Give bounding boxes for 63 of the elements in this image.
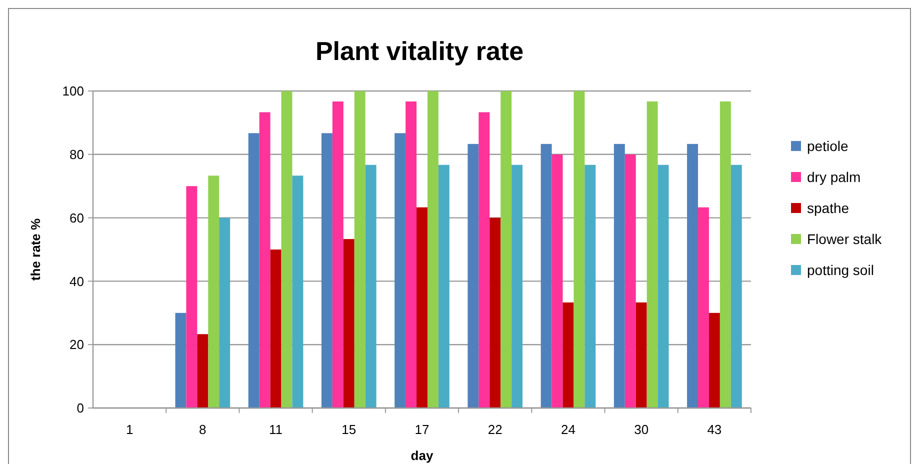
legend-label: potting soil	[807, 262, 874, 278]
bar	[687, 144, 698, 408]
y-tick-label: 0	[76, 400, 84, 416]
legend-label: spathe	[807, 200, 850, 216]
bar	[406, 101, 417, 408]
bar	[698, 207, 709, 408]
x-tick-label: 17	[414, 422, 430, 437]
legend-label: dry palm	[807, 168, 861, 185]
y-tick-label: 60	[70, 210, 84, 226]
bar	[208, 176, 220, 408]
bar	[540, 144, 552, 408]
bar	[720, 101, 731, 408]
bar	[270, 250, 282, 408]
bar	[175, 312, 186, 408]
x-tick-label: 30	[634, 422, 649, 437]
x-tick-label: 1	[126, 422, 134, 437]
bar	[574, 91, 585, 408]
bar	[490, 218, 501, 408]
bar	[281, 91, 292, 408]
bar	[394, 133, 406, 408]
y-tick-label: 80	[70, 146, 84, 162]
bar	[416, 207, 428, 408]
bar	[730, 164, 742, 408]
x-axis-title: day	[410, 448, 434, 463]
x-tick-label: 22	[488, 422, 502, 437]
y-tick-label: 100	[62, 84, 84, 99]
bar	[562, 302, 574, 408]
y-axis-title: the rate %	[28, 218, 43, 281]
x-tick-label: 24	[560, 422, 576, 437]
legend-label: petiole	[807, 138, 848, 154]
bar	[427, 91, 438, 408]
bar	[248, 133, 260, 408]
bar	[658, 164, 669, 408]
bar	[332, 101, 344, 408]
bar	[512, 164, 523, 408]
bar	[468, 144, 479, 408]
bar	[552, 154, 563, 408]
x-tick-label: 11	[269, 422, 283, 437]
y-tick-label: 40	[70, 274, 84, 289]
legend-label: Flower stalk	[807, 230, 883, 247]
bar	[197, 334, 208, 408]
bar	[259, 112, 270, 408]
y-tick-label: 20	[70, 337, 84, 352]
bar	[186, 186, 198, 408]
bar	[365, 164, 376, 408]
x-tick-label: 43	[707, 422, 722, 437]
bar	[614, 144, 625, 408]
bar	[219, 218, 230, 408]
bar	[708, 312, 720, 408]
bar	[321, 133, 332, 408]
bar	[584, 164, 596, 408]
chart-title: Plant vitality rate	[315, 36, 524, 66]
x-tick-label: 15	[342, 422, 356, 437]
bar	[636, 302, 647, 408]
bar	[354, 91, 366, 408]
bar	[292, 176, 304, 408]
bar	[646, 101, 658, 408]
bar	[343, 239, 354, 408]
bar	[478, 112, 490, 408]
bar	[500, 91, 512, 408]
bar	[624, 154, 636, 408]
x-tick-label: 8	[199, 422, 206, 437]
bar	[438, 164, 450, 408]
